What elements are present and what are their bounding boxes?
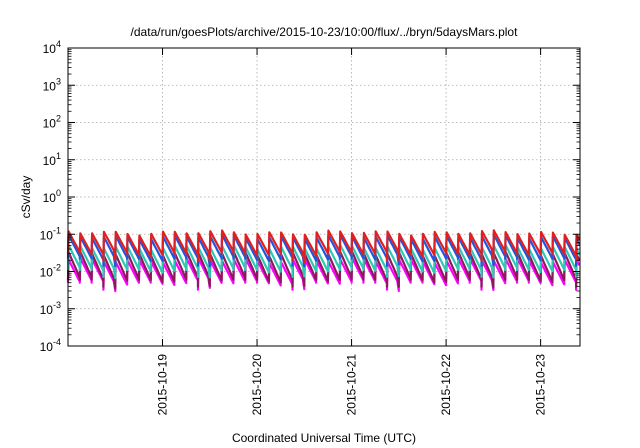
x-tick-label: 2015-10-20 xyxy=(250,354,264,416)
y-tick-label: 100 xyxy=(43,188,61,205)
series-line xyxy=(66,229,581,264)
y-tick-label: 102 xyxy=(43,114,61,131)
y-tick-label: 10-1 xyxy=(40,225,61,242)
y-axis-label: cSv/day xyxy=(19,176,33,219)
x-tick-label: 2015-10-22 xyxy=(439,354,453,416)
y-tick-label: 101 xyxy=(43,151,61,168)
ticks: 104 103 102 101 100 10-1 10-2 10-3 10-4 2015-10-1… xyxy=(40,39,580,415)
x-tick-label: 2015-10-19 xyxy=(156,354,170,416)
series-layer xyxy=(66,229,581,293)
y-tick-label: 104 xyxy=(43,39,61,56)
y-tick-label: 103 xyxy=(43,76,61,93)
x-axis-label: Coordinated Universal Time (UTC) xyxy=(232,431,416,445)
x-tick-label: 2015-10-23 xyxy=(534,354,548,416)
x-tick-label: 2015-10-21 xyxy=(345,354,359,416)
y-tick-label: 10-4 xyxy=(40,337,61,354)
y-tick-label: 10-3 xyxy=(40,300,61,317)
y-tick-label: 10-2 xyxy=(40,263,61,280)
grid xyxy=(68,48,580,346)
chart-title: /data/run/goesPlots/archive/2015-10-23/1… xyxy=(131,25,519,39)
